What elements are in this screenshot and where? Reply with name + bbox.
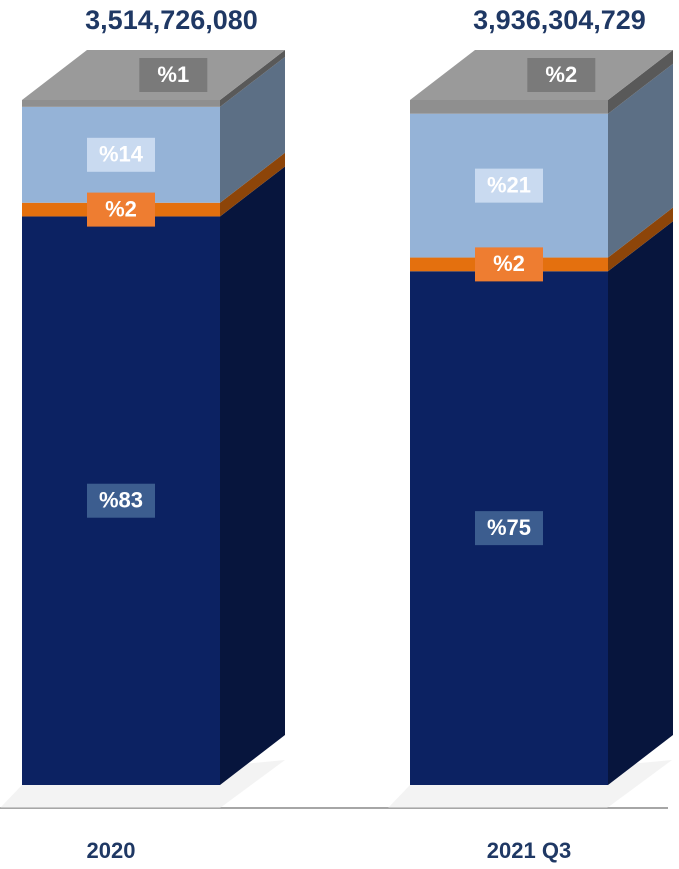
data-label-box bbox=[87, 192, 155, 227]
data-label-box bbox=[527, 58, 596, 92]
bar-segment bbox=[410, 100, 608, 114]
bar-segment-side bbox=[220, 50, 285, 107]
bar-segment-side bbox=[608, 63, 673, 258]
data-label-box bbox=[475, 247, 543, 282]
bar-segment-side bbox=[608, 50, 673, 114]
data-label: %83 bbox=[99, 488, 143, 513]
bar-segment-side bbox=[608, 207, 673, 272]
bar-segment-side bbox=[220, 152, 285, 217]
total-label: 3,514,726,080 bbox=[85, 5, 258, 35]
x-tick-label: 2021 Q3 bbox=[487, 838, 571, 863]
data-label-box bbox=[475, 511, 543, 546]
data-label: %1 bbox=[157, 62, 189, 87]
data-label-box bbox=[139, 58, 208, 92]
x-tick-label: 2020 bbox=[87, 838, 136, 863]
data-label: %2 bbox=[545, 62, 577, 87]
bar-segment-side bbox=[608, 221, 673, 785]
total-label: 3,936,304,729 bbox=[473, 5, 646, 35]
data-label: %14 bbox=[99, 142, 144, 167]
data-label: %2 bbox=[105, 196, 137, 221]
data-label: %75 bbox=[487, 515, 531, 540]
bar-segment-side bbox=[220, 56, 285, 203]
data-label-box bbox=[87, 483, 155, 518]
data-label: %21 bbox=[487, 172, 531, 197]
bar-segment-side bbox=[220, 166, 285, 785]
data-label-box bbox=[87, 137, 155, 172]
data-label-box bbox=[475, 168, 543, 203]
bar-segment bbox=[22, 100, 220, 107]
data-label: %2 bbox=[493, 251, 525, 276]
